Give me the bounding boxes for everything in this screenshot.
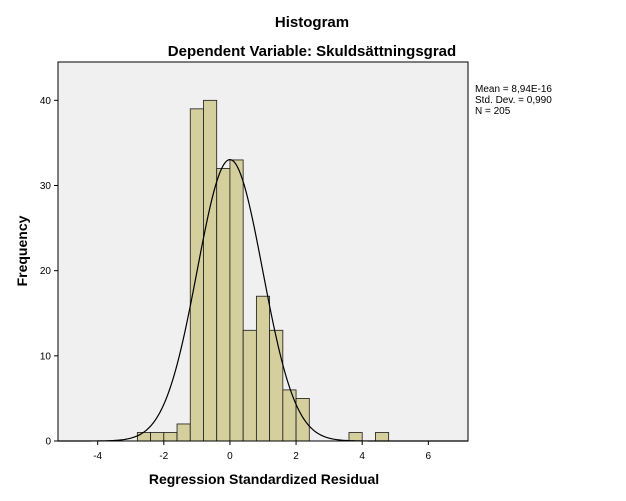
chart-title: Histogram [275, 14, 349, 31]
histogram-bar [176, 423, 191, 442]
histogram-bar [242, 329, 257, 442]
y-tick-label: 20 [40, 266, 52, 277]
x-tick-label: 2 [293, 451, 299, 462]
y-tick-label: 0 [45, 437, 51, 448]
histogram-bar [375, 432, 390, 442]
x-tick-label: 4 [359, 451, 365, 462]
histogram-bar [295, 398, 310, 442]
y-tick-label: 10 [40, 351, 52, 362]
histogram-bar [269, 329, 284, 442]
stats-std: Std. Dev. = 0,990 [475, 95, 552, 106]
x-tick-label: -2 [159, 451, 168, 462]
x-tick-label: -4 [93, 451, 102, 462]
histogram-bar [216, 168, 231, 442]
x-axis-label: Regression Standardized Residual [149, 471, 379, 487]
stats-n: N = 205 [475, 106, 511, 117]
y-axis: 0 10 20 30 40 [40, 96, 58, 448]
x-tick-label: 6 [426, 451, 432, 462]
histogram-bar [348, 432, 363, 442]
chart-subtitle: Dependent Variable: Skuldsättningsgrad [168, 43, 456, 60]
plot-frame [57, 61, 469, 442]
histogram-bar [136, 432, 151, 442]
histogram-bar [255, 295, 271, 442]
x-axis: -4 -2 0 2 4 6 [93, 441, 432, 462]
y-axis-label: Frequency [14, 215, 30, 286]
histogram-bar [150, 432, 165, 442]
y-tick-label: 30 [40, 181, 52, 192]
stats-mean: Mean = 8,94E-16 [475, 84, 552, 95]
histogram-bar [282, 389, 297, 442]
histogram-bar [163, 432, 178, 442]
y-tick-label: 40 [40, 96, 52, 107]
x-tick-label: 0 [227, 451, 233, 462]
histogram-bar [229, 159, 244, 442]
histogram-bar [203, 99, 218, 442]
stats-box: Mean = 8,94E-16 Std. Dev. = 0,990 N = 20… [475, 84, 552, 117]
